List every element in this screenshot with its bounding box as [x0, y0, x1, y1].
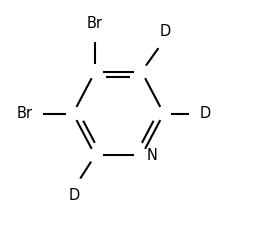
Text: N: N [146, 148, 157, 163]
Text: D: D [159, 24, 171, 39]
Text: D: D [69, 188, 80, 203]
Text: Br: Br [16, 106, 32, 121]
Text: D: D [200, 106, 211, 121]
Text: Br: Br [87, 16, 103, 31]
